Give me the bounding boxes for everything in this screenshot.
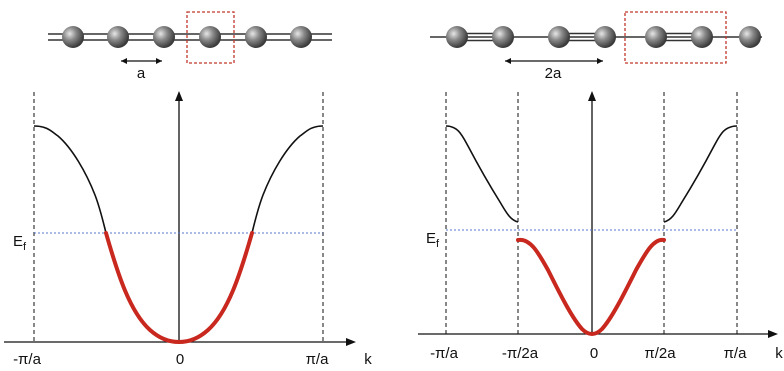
k-axis-label: k bbox=[775, 345, 783, 362]
tick-label: π/a bbox=[306, 351, 330, 368]
atom bbox=[290, 26, 312, 48]
tick-label: 0 bbox=[590, 345, 598, 362]
atom bbox=[446, 26, 468, 48]
spacing-label: 2a bbox=[545, 65, 562, 82]
band-filled bbox=[516, 237, 666, 337]
tick-label: π/a bbox=[724, 345, 748, 362]
atom bbox=[645, 26, 667, 48]
spacing-label: a bbox=[137, 65, 146, 82]
band-unfilled-right bbox=[251, 125, 324, 234]
atom bbox=[739, 26, 761, 48]
tick-label: -π/a bbox=[430, 345, 459, 362]
right-panel: 2a Ef -π/a -π/2a 0 π/2a π/a k bbox=[418, 11, 783, 362]
left-atom-chain: a bbox=[48, 11, 332, 82]
fermi-level-label: Ef bbox=[13, 233, 27, 253]
band-unfilled-right bbox=[663, 125, 738, 223]
tick-label: 0 bbox=[176, 351, 184, 368]
atom bbox=[492, 26, 514, 48]
right-atom-chain: 2a bbox=[430, 11, 762, 82]
tick-label: -π/a bbox=[13, 351, 42, 368]
fermi-level-label: Ef bbox=[426, 230, 440, 250]
tick-label: π/2a bbox=[644, 345, 676, 362]
atom bbox=[594, 26, 616, 48]
tick-label: -π/2a bbox=[502, 345, 539, 362]
left-panel: a Ef -π/a 0 π/a k bbox=[4, 11, 372, 368]
band-filled bbox=[104, 231, 254, 345]
unit-cell-box bbox=[624, 11, 727, 64]
atom bbox=[245, 26, 267, 48]
atom bbox=[199, 26, 221, 48]
unit-cell-box bbox=[186, 11, 235, 64]
atom bbox=[548, 26, 570, 48]
atom bbox=[153, 26, 175, 48]
atom bbox=[62, 26, 84, 48]
k-axis-label: k bbox=[364, 351, 372, 368]
atom bbox=[107, 26, 129, 48]
atom bbox=[691, 26, 713, 48]
band-unfilled-left bbox=[33, 125, 107, 234]
band-unfilled-left bbox=[445, 125, 519, 223]
